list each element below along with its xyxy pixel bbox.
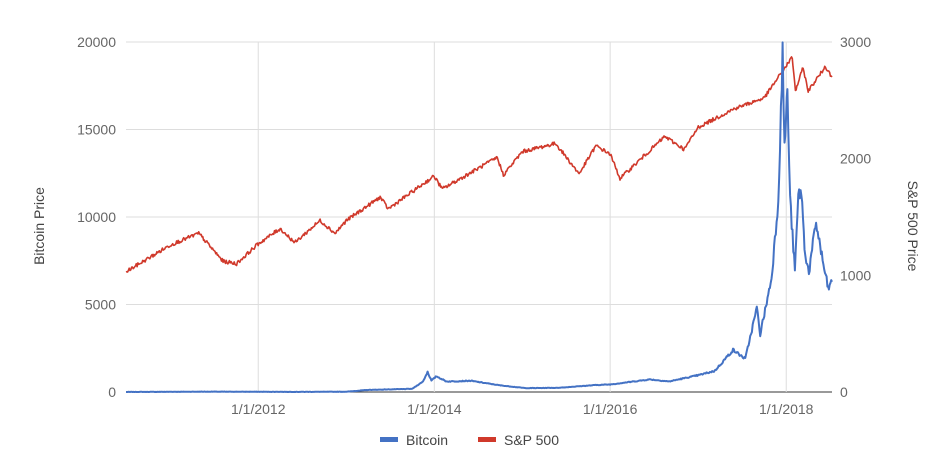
x-tick-label: 1/1/2014 bbox=[407, 401, 462, 417]
legend-swatch-sp500 bbox=[478, 437, 496, 442]
y-left-tick-label: 10000 bbox=[77, 209, 116, 225]
y-right-tick-label: 0 bbox=[840, 384, 848, 400]
y-right-tick-label: 1000 bbox=[840, 267, 871, 283]
y-left-tick-label: 0 bbox=[108, 384, 116, 400]
legend-label-sp500: S&P 500 bbox=[504, 432, 559, 448]
y-left-axis-title: Bitcoin Price bbox=[31, 187, 47, 265]
x-tick-label: 1/1/2016 bbox=[583, 401, 638, 417]
legend-label-bitcoin: Bitcoin bbox=[406, 432, 448, 448]
series-line-bitcoin[interactable] bbox=[125, 41, 833, 393]
legend-item-bitcoin[interactable]: Bitcoin bbox=[380, 432, 448, 448]
y-left-tick-label: 15000 bbox=[77, 122, 116, 138]
series-line-sp500[interactable] bbox=[125, 56, 833, 273]
tick-labels: 0 5000 10000 15000 20000 0 1000 2000 3000 1/1/201… bbox=[77, 34, 871, 417]
legend-swatch-bitcoin bbox=[380, 437, 398, 442]
legend-item-sp500[interactable]: S&P 500 bbox=[478, 432, 559, 448]
legend: Bitcoin S&P 500 bbox=[380, 432, 559, 448]
y-right-tick-label: 2000 bbox=[840, 151, 871, 167]
x-tick-label: 1/1/2018 bbox=[759, 401, 814, 417]
x-tick-label: 1/1/2012 bbox=[231, 401, 286, 417]
series-lines bbox=[125, 41, 833, 393]
gridlines bbox=[126, 41, 832, 393]
y-left-tick-label: 5000 bbox=[85, 297, 116, 313]
y-right-axis-title: S&P 500 Price bbox=[905, 181, 921, 272]
y-right-tick-label: 3000 bbox=[840, 34, 871, 50]
y-left-tick-label: 20000 bbox=[77, 34, 116, 50]
